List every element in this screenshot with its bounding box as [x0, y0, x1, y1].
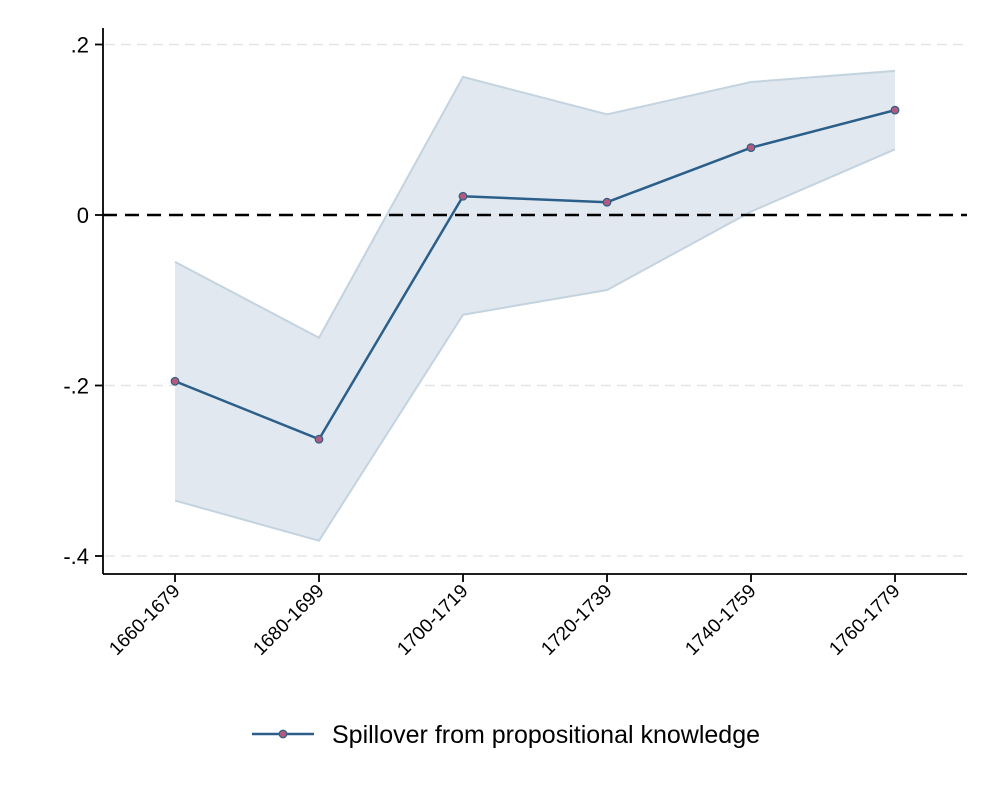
- data-point: [890, 105, 900, 115]
- x-tick-label: 1760-1779: [825, 581, 904, 660]
- y-tick-label: 0: [77, 203, 89, 228]
- x-tick-label: 1720-1739: [537, 581, 616, 660]
- confidence-band: [175, 70, 895, 541]
- x-tick-label: 1680-1699: [249, 581, 328, 660]
- series-line: [174, 108, 896, 441]
- x-tick-label: 1660-1679: [105, 581, 184, 660]
- legend-marker-swatch: [278, 729, 288, 739]
- data-point: [170, 376, 180, 386]
- x-tick-label: 1700-1719: [393, 581, 472, 660]
- data-point: [602, 197, 612, 207]
- y-tick-label: -.4: [63, 544, 89, 569]
- data-point: [746, 143, 756, 153]
- data-point: [314, 434, 324, 444]
- y-tick-label: -.2: [63, 374, 89, 399]
- data-point: [458, 191, 468, 201]
- legend-label: Spillover from propositional knowledge: [332, 721, 760, 749]
- y-tick-label: .2: [71, 33, 89, 58]
- ci-upper-line: [174, 69, 896, 340]
- ci-lower-line: [174, 148, 896, 542]
- confidence-band-group: [174, 69, 896, 542]
- legend: Spillover from propositional knowledge: [252, 721, 760, 749]
- x-tick-label: 1740-1759: [681, 581, 760, 660]
- series-group: [170, 105, 900, 444]
